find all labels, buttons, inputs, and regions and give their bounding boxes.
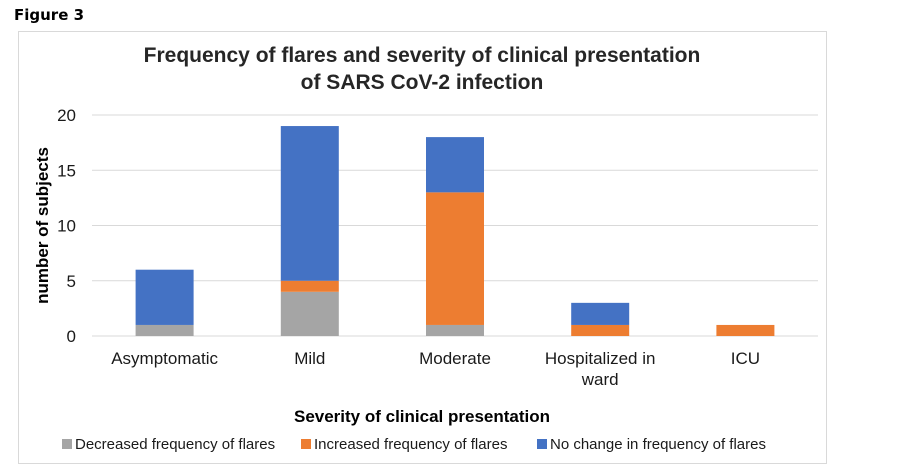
x-category-label: Hospitalized in [545, 349, 656, 368]
y-tick-labels: 0 5 10 15 20 [57, 106, 76, 346]
chart-frame [18, 31, 827, 464]
bars [135, 126, 775, 336]
x-category-labels: Asymptomatic Mild Moderate Hospitalized in w… [111, 349, 760, 389]
bar-segment-moderate-series-2 [426, 137, 484, 193]
y-tick-label: 0 [67, 327, 76, 346]
bar-segment-mild-series-2 [280, 126, 339, 281]
bar-segment-moderate-series-0 [426, 324, 484, 336]
x-category-label: Moderate [419, 349, 491, 368]
legend-swatch-0 [62, 439, 72, 449]
bar-segment-mild-series-1 [280, 280, 339, 292]
x-category-label: Asymptomatic [111, 349, 218, 368]
bar-segment-hospitalized-in-ward-series-2 [571, 302, 630, 325]
legend-label-0: Decreased frequency of flares [75, 436, 275, 453]
bar-segment-hospitalized-in-ward-series-1 [571, 324, 630, 336]
x-category-label: ICU [731, 349, 760, 368]
bar-segment-moderate-series-1 [426, 192, 484, 325]
x-category-label: Mild [294, 349, 325, 368]
legend-label-2: No change in frequency of flares [550, 436, 766, 453]
chart-title: Frequency of flares and severity of clin… [144, 44, 701, 94]
y-tick-label: 20 [57, 106, 76, 125]
x-category-label: ward [581, 370, 619, 389]
chart-title-line-1: of SARS CoV-2 infection [301, 71, 544, 94]
legend-swatch-1 [301, 439, 311, 449]
bar-segment-icu-series-1 [716, 324, 775, 336]
legend-swatch-2 [537, 439, 547, 449]
bar-segment-mild-series-0 [280, 291, 339, 336]
chart-title-line-0: Frequency of flares and severity of clin… [144, 44, 701, 67]
y-tick-label: 15 [57, 161, 76, 180]
legend-label-1: Increased frequency of flares [314, 436, 507, 453]
y-tick-label: 10 [57, 217, 76, 236]
bar-segment-asymptomatic-series-0 [135, 324, 194, 336]
y-tick-label: 5 [67, 272, 76, 291]
figure-label: Figure 3 [14, 6, 85, 24]
x-axis-title: Severity of clinical presentation [294, 407, 550, 426]
y-axis-title: number of subjects [33, 147, 52, 304]
bar-segment-asymptomatic-series-2 [135, 269, 194, 325]
legend: Decreased frequency of flares Increased f… [62, 436, 766, 453]
